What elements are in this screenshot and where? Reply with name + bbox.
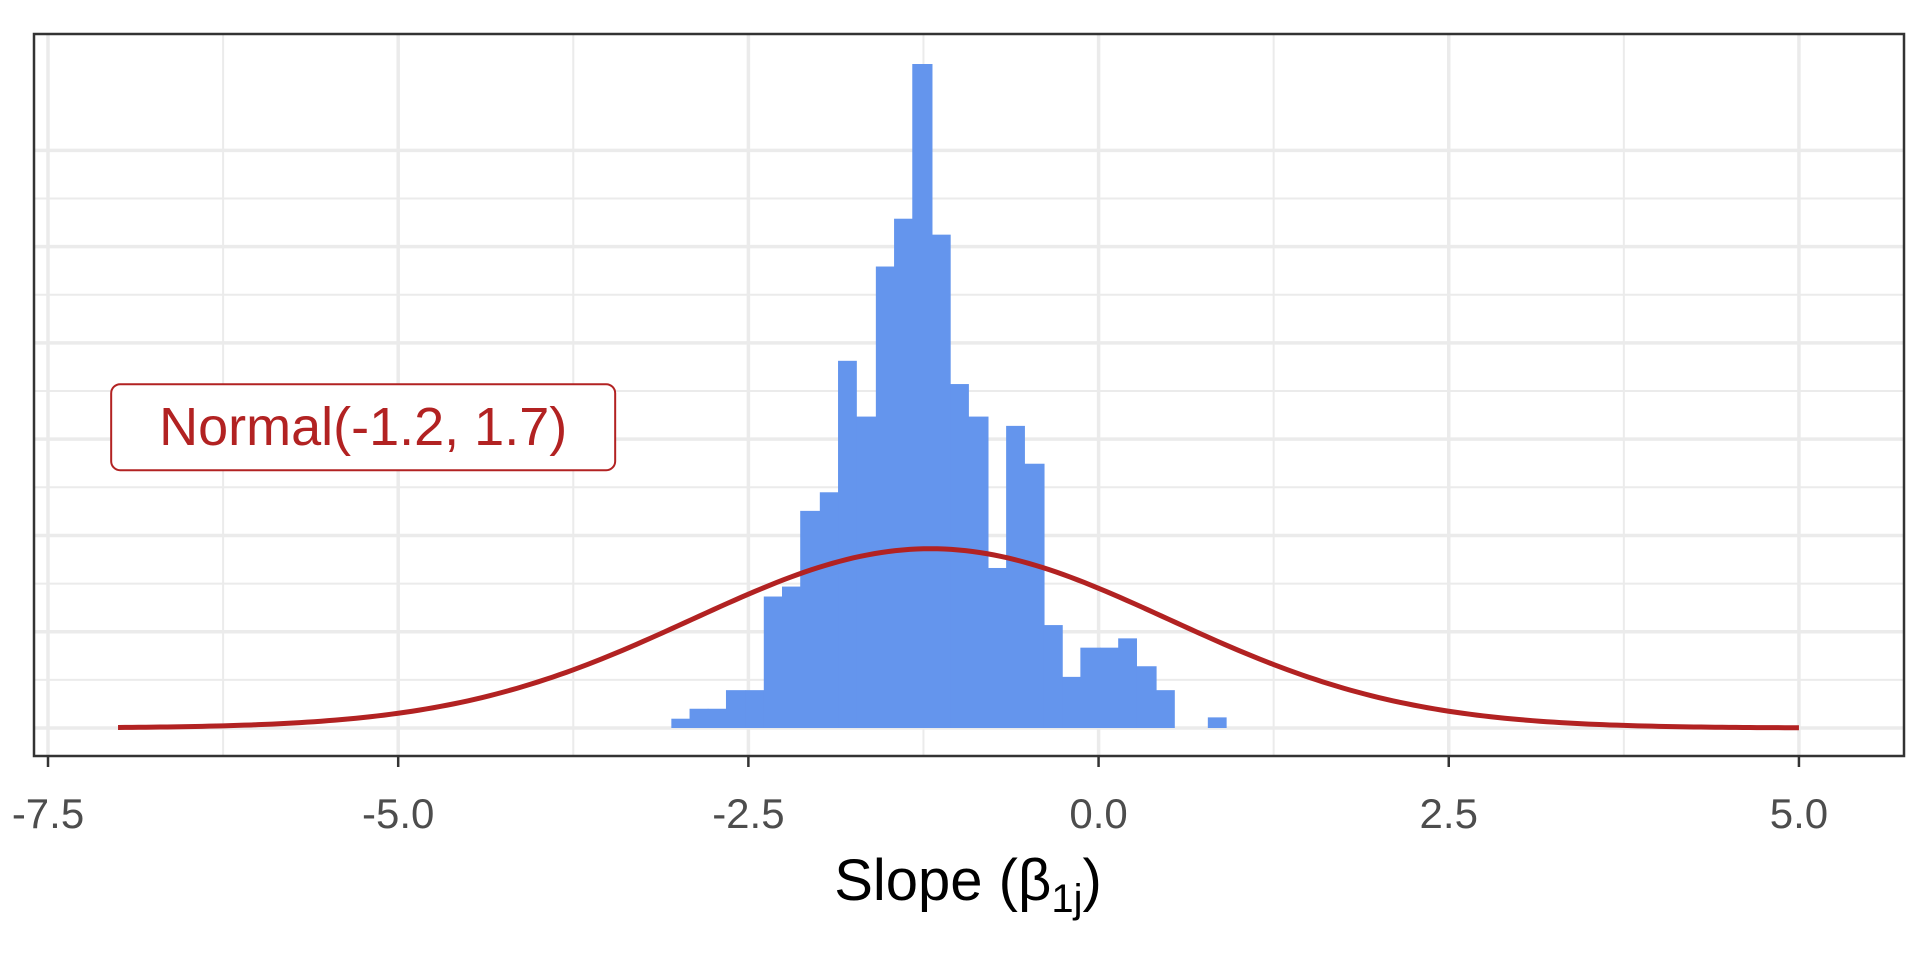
annotation-label-box	[110, 383, 617, 472]
x-axis-tick-label: 0.0	[1069, 790, 1127, 837]
x-axis-tick-label: 2.5	[1420, 790, 1478, 837]
histogram-bar	[1118, 638, 1137, 728]
histogram-bar	[819, 492, 839, 728]
histogram-bar	[1156, 690, 1175, 728]
histogram-bar	[894, 218, 913, 728]
histogram-bar	[1080, 647, 1101, 728]
histogram-bar	[987, 567, 1007, 728]
histogram-bar	[745, 690, 765, 728]
histogram-bar	[782, 586, 801, 728]
x-axis-title-main: Slope (β	[834, 848, 1051, 913]
x-axis: -7.5 -5.0 -2.5 0.0 2.5 5.0	[12, 756, 1828, 837]
x-axis-title: Slope (β1j)	[834, 848, 1102, 921]
histogram-bar	[1006, 425, 1025, 728]
histogram-bar	[725, 690, 747, 728]
histogram-bar	[1043, 625, 1063, 728]
x-axis-tick-label: -2.5	[712, 790, 784, 837]
histogram-bar	[1207, 717, 1227, 728]
x-axis-tick-label: 5.0	[1770, 790, 1828, 837]
histogram-bar	[707, 708, 727, 728]
histogram-bar	[875, 266, 895, 728]
histogram-bar	[950, 384, 969, 728]
annotation-layer: Normal(-1.2, 1.7)	[110, 383, 617, 472]
histogram-bar	[838, 360, 857, 728]
histogram-bar	[1024, 463, 1045, 728]
histogram-bar	[800, 510, 821, 728]
histogram-bar	[968, 416, 989, 728]
x-axis-tick-label: -5.0	[362, 790, 434, 837]
histogram-bar	[912, 64, 933, 728]
normal-curve-layer	[118, 546, 1799, 731]
normal-density-curve	[118, 546, 1799, 731]
histogram-bar	[1099, 647, 1119, 728]
histogram-bar	[763, 596, 783, 728]
histogram-bars	[671, 64, 1227, 728]
plot-panel-border	[32, 32, 1906, 758]
histogram-bar	[856, 416, 877, 728]
annotation-label: Normal(-1.2, 1.7)	[159, 397, 567, 457]
histogram-bar	[671, 718, 691, 728]
x-axis-title-close: )	[1082, 848, 1101, 913]
histogram-bar	[931, 234, 951, 728]
x-axis-title-subscript: 1j	[1051, 877, 1082, 921]
x-axis-tick-label: -7.5	[12, 790, 84, 837]
histogram-bar	[689, 708, 709, 728]
histogram-bar	[1062, 676, 1081, 728]
histogram-bar	[1136, 666, 1157, 728]
